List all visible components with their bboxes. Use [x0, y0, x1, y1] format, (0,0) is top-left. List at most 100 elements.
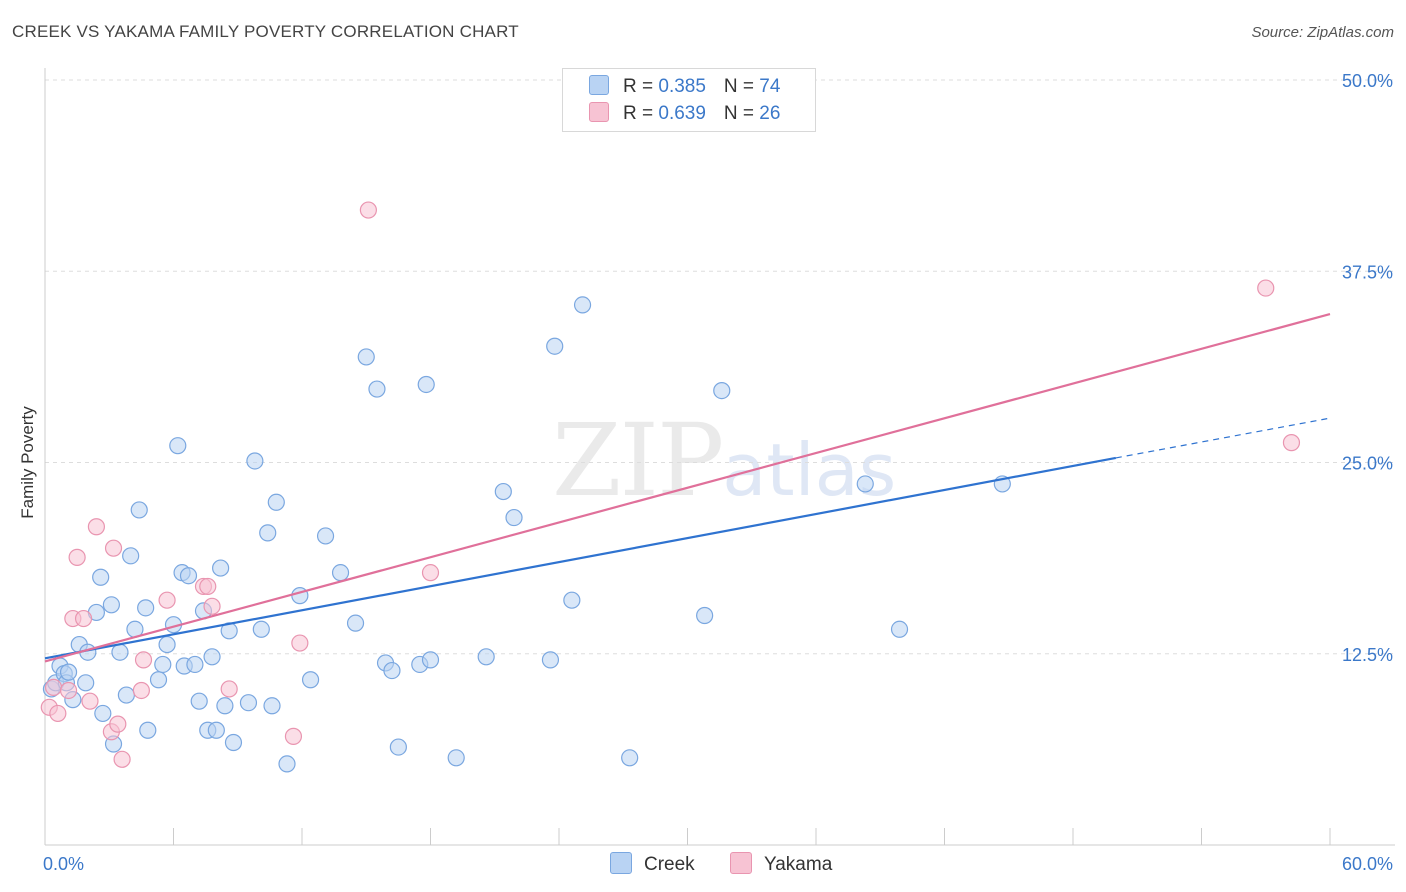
- x-tick-label: 0.0%: [43, 854, 84, 874]
- yakama-point: [203, 597, 221, 615]
- creek-point: [139, 721, 157, 739]
- legend-n-label: N =: [723, 76, 760, 97]
- correlation-legend: R = 0.385 N = 74 R = 0.639 N = 26: [562, 68, 816, 132]
- y-tick-label: 50.0%: [1342, 71, 1393, 91]
- creek-point: [122, 547, 140, 565]
- y-tick-label: 37.5%: [1342, 262, 1393, 282]
- creek-point: [169, 437, 187, 455]
- yakama-point: [134, 651, 153, 669]
- creek-point: [224, 733, 243, 752]
- creek-point: [368, 380, 386, 398]
- creek-point: [216, 697, 234, 715]
- watermark-zip: ZIP: [552, 402, 724, 519]
- creek-point: [59, 663, 78, 681]
- yakama-swatch: [589, 102, 609, 122]
- legend-n-value: 26: [759, 103, 781, 124]
- legend-n-label: N =: [723, 103, 760, 124]
- creek-point: [158, 635, 176, 654]
- legend-r-value: 0.639: [658, 103, 706, 124]
- creek-point: [477, 648, 495, 666]
- yakama-point: [109, 715, 127, 733]
- creek-point: [179, 567, 198, 585]
- yakama-point: [291, 634, 309, 652]
- yakama-point: [1257, 279, 1275, 297]
- creek-point: [447, 749, 465, 767]
- creek-point: [212, 559, 230, 577]
- creek-point: [154, 655, 172, 674]
- legend-item-creek: Creek: [610, 852, 695, 876]
- y-tick-label: 25.0%: [1342, 454, 1393, 474]
- creek-point: [77, 674, 95, 692]
- creek-point: [494, 482, 512, 501]
- creek-trend-extension: [1115, 417, 1331, 459]
- creek-point: [383, 661, 401, 680]
- creek-point: [316, 527, 335, 545]
- creek-point: [186, 655, 204, 674]
- yakama-point: [44, 678, 63, 697]
- source-label: Source: ZipAtlas.com: [1251, 24, 1394, 41]
- creek-point: [263, 697, 281, 715]
- creek-point: [137, 599, 155, 617]
- creek-point: [346, 614, 365, 632]
- yakama-point: [59, 681, 78, 700]
- creek-trend-line: [44, 456, 1117, 660]
- creek-point: [190, 692, 208, 710]
- legend-r-label: R =: [623, 76, 659, 97]
- creek-point: [92, 568, 110, 586]
- creek-point: [546, 337, 564, 355]
- creek-point: [102, 596, 120, 614]
- yakama-point: [74, 609, 93, 628]
- creek-point: [421, 651, 440, 669]
- chart-title: CREEK VS YAKAMA FAMILY POVERTY CORRELATI…: [12, 22, 519, 41]
- creek-point: [713, 381, 731, 400]
- creek-point: [239, 694, 258, 712]
- y-axis-title: Family Poverty: [18, 406, 37, 519]
- creek-point: [563, 591, 581, 609]
- yakama-point: [1282, 434, 1301, 452]
- yakama-point: [68, 548, 86, 566]
- creek-point: [417, 375, 435, 394]
- legend-n-value: 74: [759, 76, 781, 97]
- legend-r-value: 0.385: [658, 76, 706, 97]
- y-tick-label: 12.5%: [1342, 645, 1393, 665]
- creek-point: [94, 704, 112, 723]
- legend-row-creek: R = 0.385 N = 74: [589, 75, 780, 99]
- creek-point: [111, 643, 129, 661]
- creek-point: [505, 508, 523, 527]
- yakama-point: [158, 591, 176, 609]
- creek-point: [149, 671, 168, 689]
- yakama-point: [199, 577, 217, 596]
- yakama-trend-line: [44, 313, 1331, 663]
- creek-legend-label: Creek: [644, 854, 695, 875]
- creek-point: [621, 749, 639, 767]
- creek-point: [203, 648, 221, 666]
- creek-legend-swatch: [610, 852, 632, 874]
- creek-point: [130, 501, 148, 519]
- yakama-point: [132, 681, 150, 700]
- creek-swatch: [589, 75, 609, 95]
- yakama-point: [220, 680, 238, 698]
- yakama-legend-label: Yakama: [763, 854, 833, 875]
- yakama-point: [421, 564, 440, 582]
- creek-point: [267, 493, 285, 511]
- watermark: ZIPatlas: [552, 402, 896, 519]
- creek-point: [331, 564, 350, 582]
- creek-point: [252, 620, 270, 638]
- creek-point: [856, 475, 874, 493]
- creek-point: [301, 671, 320, 689]
- creek-point: [207, 721, 225, 739]
- yakama-point: [49, 704, 67, 723]
- creek-point: [278, 755, 296, 773]
- creek-point: [541, 651, 560, 669]
- creek-point: [573, 296, 592, 314]
- legend-r-label: R =: [623, 103, 659, 124]
- creek-point: [890, 620, 909, 638]
- creek-point: [696, 606, 714, 625]
- x-tick-label: 60.0%: [1342, 854, 1393, 874]
- creek-point: [246, 452, 264, 470]
- creek-point: [117, 686, 135, 704]
- yakama-point: [113, 750, 131, 768]
- yakama-point: [359, 201, 377, 219]
- legend-row-yakama: R = 0.639 N = 26: [589, 102, 780, 126]
